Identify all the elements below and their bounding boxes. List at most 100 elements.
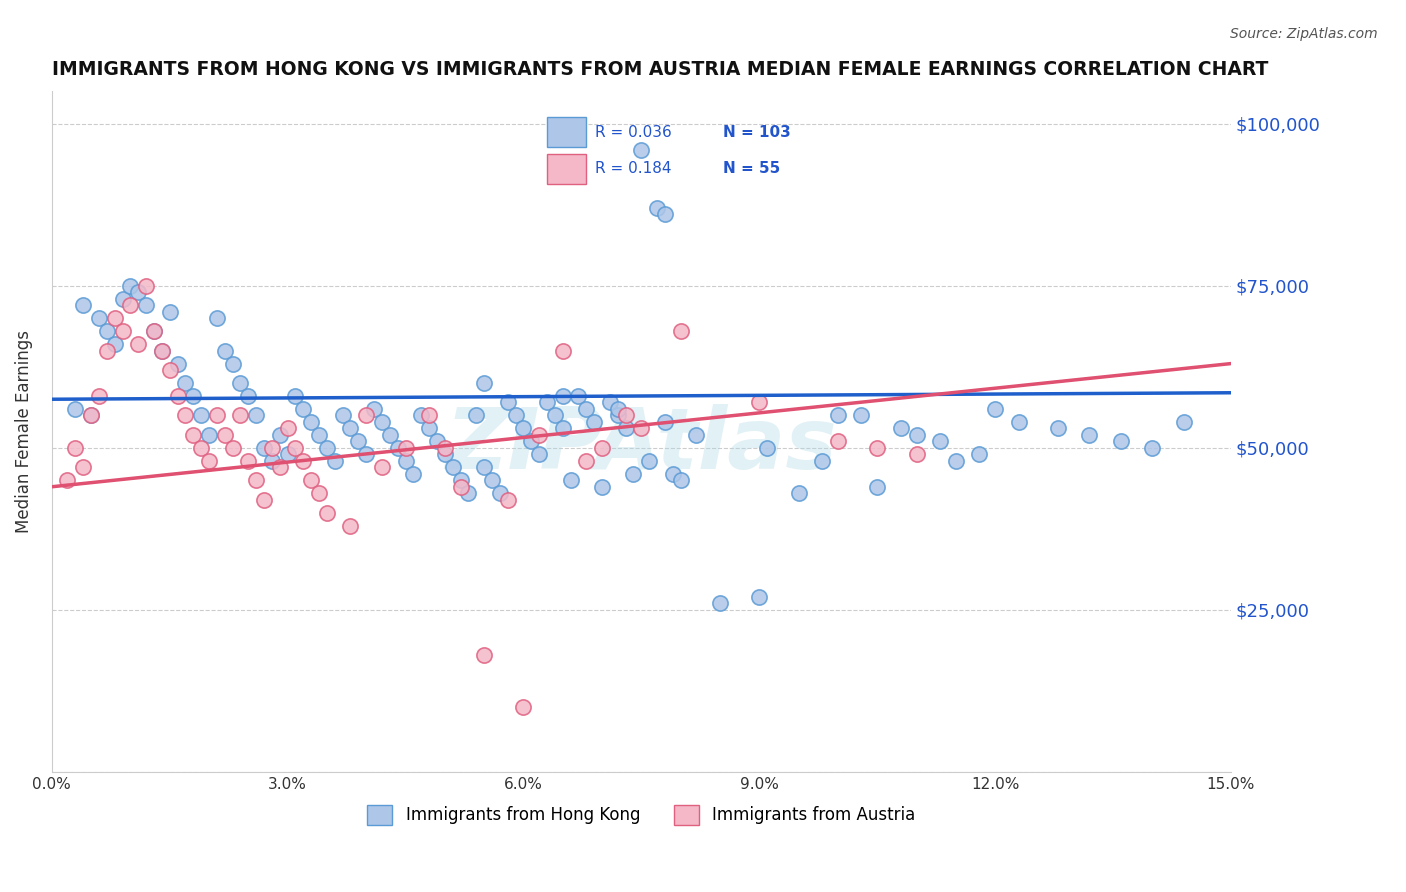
Immigrants from Hong Kong xyxy=(308,428,330,442)
Immigrants from Hong Kong xyxy=(292,401,315,416)
Immigrants from Austria xyxy=(339,518,361,533)
Immigrants from Hong Kong xyxy=(371,415,394,429)
Immigrants from Hong Kong xyxy=(450,473,472,487)
Immigrants from Hong Kong xyxy=(669,473,692,487)
Immigrants from Hong Kong xyxy=(159,304,181,318)
Immigrants from Hong Kong xyxy=(599,395,621,409)
Immigrants from Hong Kong xyxy=(441,460,464,475)
Immigrants from Austria xyxy=(575,454,598,468)
Immigrants from Austria xyxy=(127,337,149,351)
Immigrants from Hong Kong xyxy=(866,480,889,494)
Immigrants from Hong Kong xyxy=(481,473,503,487)
Immigrants from Hong Kong xyxy=(614,421,637,435)
Immigrants from Hong Kong xyxy=(96,324,118,338)
Immigrants from Austria xyxy=(111,324,134,338)
Immigrants from Hong Kong xyxy=(465,409,488,423)
Immigrants from Austria xyxy=(269,460,291,475)
Immigrants from Austria xyxy=(316,506,339,520)
Immigrants from Hong Kong xyxy=(520,434,543,449)
Immigrants from Hong Kong xyxy=(363,401,385,416)
Immigrants from Austria xyxy=(135,278,157,293)
Immigrants from Austria xyxy=(72,460,94,475)
Immigrants from Hong Kong xyxy=(645,201,668,215)
Text: ZIPAtlas: ZIPAtlas xyxy=(446,404,837,487)
Immigrants from Hong Kong xyxy=(890,421,912,435)
Immigrants from Austria xyxy=(120,298,142,312)
Immigrants from Hong Kong xyxy=(418,421,440,435)
Immigrants from Hong Kong xyxy=(560,473,582,487)
Immigrants from Austria xyxy=(87,389,110,403)
Immigrants from Hong Kong xyxy=(638,454,661,468)
Immigrants from Austria xyxy=(472,648,495,663)
Immigrants from Hong Kong xyxy=(387,441,409,455)
Immigrants from Hong Kong xyxy=(72,298,94,312)
Immigrants from Austria xyxy=(284,441,307,455)
Immigrants from Hong Kong xyxy=(1109,434,1132,449)
Immigrants from Austria xyxy=(166,389,188,403)
Immigrants from Hong Kong xyxy=(756,441,779,455)
Immigrants from Hong Kong xyxy=(111,292,134,306)
Immigrants from Hong Kong xyxy=(347,434,370,449)
Immigrants from Austria xyxy=(827,434,849,449)
Immigrants from Austria xyxy=(104,311,127,326)
Immigrants from Austria xyxy=(308,486,330,500)
Y-axis label: Median Female Earnings: Median Female Earnings xyxy=(15,330,32,533)
Immigrants from Austria xyxy=(214,428,236,442)
Immigrants from Austria xyxy=(669,324,692,338)
Immigrants from Austria xyxy=(371,460,394,475)
Immigrants from Hong Kong xyxy=(284,389,307,403)
Immigrants from Hong Kong xyxy=(339,421,361,435)
Immigrants from Hong Kong xyxy=(489,486,512,500)
Immigrants from Austria xyxy=(866,441,889,455)
Immigrants from Hong Kong xyxy=(1173,415,1195,429)
Immigrants from Hong Kong xyxy=(527,447,550,461)
Immigrants from Austria xyxy=(418,409,440,423)
Immigrants from Austria xyxy=(512,700,534,714)
Immigrants from Hong Kong xyxy=(591,480,613,494)
Immigrants from Hong Kong xyxy=(662,467,685,481)
Immigrants from Hong Kong xyxy=(606,401,628,416)
Immigrants from Hong Kong xyxy=(551,389,574,403)
Immigrants from Hong Kong xyxy=(685,428,707,442)
Immigrants from Hong Kong xyxy=(505,409,527,423)
Immigrants from Hong Kong xyxy=(198,428,221,442)
Immigrants from Hong Kong xyxy=(426,434,449,449)
Immigrants from Hong Kong xyxy=(567,389,589,403)
Immigrants from Hong Kong xyxy=(238,389,260,403)
Immigrants from Austria xyxy=(433,441,456,455)
Immigrants from Hong Kong xyxy=(583,415,606,429)
Immigrants from Hong Kong xyxy=(332,409,354,423)
Immigrants from Hong Kong xyxy=(190,409,212,423)
Immigrants from Austria xyxy=(198,454,221,468)
Immigrants from Hong Kong xyxy=(402,467,425,481)
Immigrants from Hong Kong xyxy=(299,415,322,429)
Immigrants from Austria xyxy=(748,395,770,409)
Immigrants from Hong Kong xyxy=(654,207,676,221)
Immigrants from Austria xyxy=(56,473,79,487)
Immigrants from Hong Kong xyxy=(253,441,276,455)
Immigrants from Hong Kong xyxy=(575,401,598,416)
Immigrants from Hong Kong xyxy=(905,428,928,442)
Immigrants from Hong Kong xyxy=(630,143,652,157)
Immigrants from Hong Kong xyxy=(80,409,103,423)
Immigrants from Austria xyxy=(80,409,103,423)
Immigrants from Hong Kong xyxy=(929,434,952,449)
Immigrants from Hong Kong xyxy=(174,376,197,390)
Immigrants from Hong Kong xyxy=(127,285,149,300)
Immigrants from Austria xyxy=(238,454,260,468)
Immigrants from Hong Kong xyxy=(433,447,456,461)
Immigrants from Hong Kong xyxy=(135,298,157,312)
Immigrants from Austria xyxy=(905,447,928,461)
Immigrants from Hong Kong xyxy=(984,401,1007,416)
Immigrants from Hong Kong xyxy=(411,409,433,423)
Immigrants from Hong Kong xyxy=(945,454,967,468)
Immigrants from Hong Kong xyxy=(787,486,810,500)
Immigrants from Hong Kong xyxy=(827,409,849,423)
Immigrants from Austria xyxy=(450,480,472,494)
Immigrants from Hong Kong xyxy=(166,357,188,371)
Immigrants from Hong Kong xyxy=(354,447,377,461)
Immigrants from Austria xyxy=(496,492,519,507)
Immigrants from Hong Kong xyxy=(378,428,401,442)
Immigrants from Hong Kong xyxy=(472,376,495,390)
Immigrants from Hong Kong xyxy=(512,421,534,435)
